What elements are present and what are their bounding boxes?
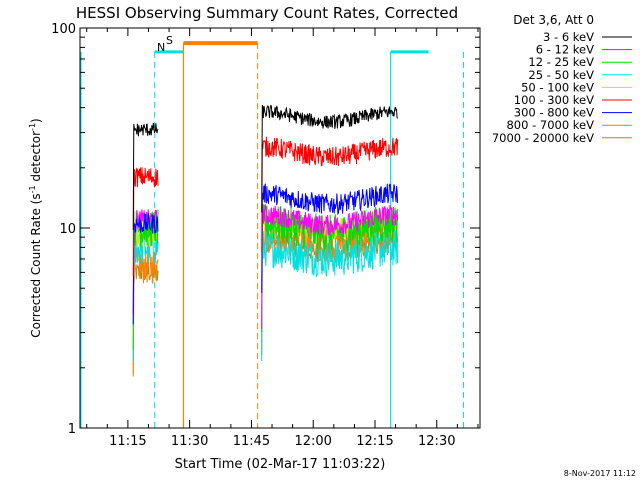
x-tick-label-5: 12:30: [418, 434, 455, 449]
marker-s: S: [166, 34, 173, 47]
series-line-3-seg1: [261, 229, 399, 362]
y-tick-label-0: 1: [68, 422, 76, 437]
legend-label-8: 7000 - 20000 keV: [492, 131, 594, 145]
legend-label-6: 300 - 800 keV: [514, 106, 594, 120]
legend-label-7: 800 - 7000 keV: [506, 118, 594, 132]
x-tick-label-3: 12:00: [294, 434, 331, 449]
series-line-0-seg1: [261, 104, 399, 213]
series-line-1-seg1: [261, 203, 399, 330]
x-tick-label-4: 12:15: [356, 434, 393, 449]
y-tick-label-2: 100: [51, 22, 76, 37]
chart-title: HESSI Observing Summary Count Rates, Cor…: [76, 4, 458, 22]
legend-label-0: 3 - 6 keV: [543, 30, 594, 44]
legend-label-5: 100 - 300 keV: [514, 93, 594, 107]
y-axis: 1 10 100: [51, 22, 480, 437]
y-tick-label-1: 10: [59, 222, 76, 237]
y-label-sup-1: -1: [28, 185, 37, 193]
legend-label-3: 25 - 50 keV: [528, 68, 594, 82]
series-line-5-seg0: [132, 167, 159, 277]
y-label-mid: detector: [29, 131, 43, 186]
legend-label-2: 12 - 25 keV: [528, 55, 594, 69]
x-axis-label: Start Time (02-Mar-17 11:03:22): [175, 457, 386, 472]
legend-title: Det 3,6, Att 0: [513, 13, 594, 27]
y-label-main: Corrected Count Rate (s: [29, 193, 43, 337]
x-axis: 11:15 11:30 11:45 12:00 12:15 12:30: [86, 28, 479, 449]
series-line-5-seg1: [261, 136, 399, 253]
marker-n: N: [157, 41, 165, 54]
y-label-sup-2: -1: [28, 123, 37, 131]
plot-area: [80, 41, 465, 428]
series-line-6-seg0: [132, 213, 159, 325]
series-line-2-seg0: [132, 209, 159, 350]
series-line-3-seg0: [132, 229, 159, 362]
legend-label-4: 50 - 100 keV: [521, 80, 594, 94]
series-line-6-seg1: [261, 183, 399, 293]
x-tick-label-2: 11:45: [233, 434, 270, 449]
x-tick-label-1: 11:30: [171, 434, 208, 449]
timestamp: 8-Nov-2017 11:12: [564, 469, 636, 478]
x-tick-label-0: 11:15: [109, 434, 146, 449]
series-line-0-seg0: [132, 122, 159, 231]
y-axis-label: Corrected Count Rate (s-1 detector-1): [28, 118, 43, 337]
y-label-end: ): [29, 118, 43, 123]
legend-label-1: 6 - 12 keV: [536, 43, 594, 57]
